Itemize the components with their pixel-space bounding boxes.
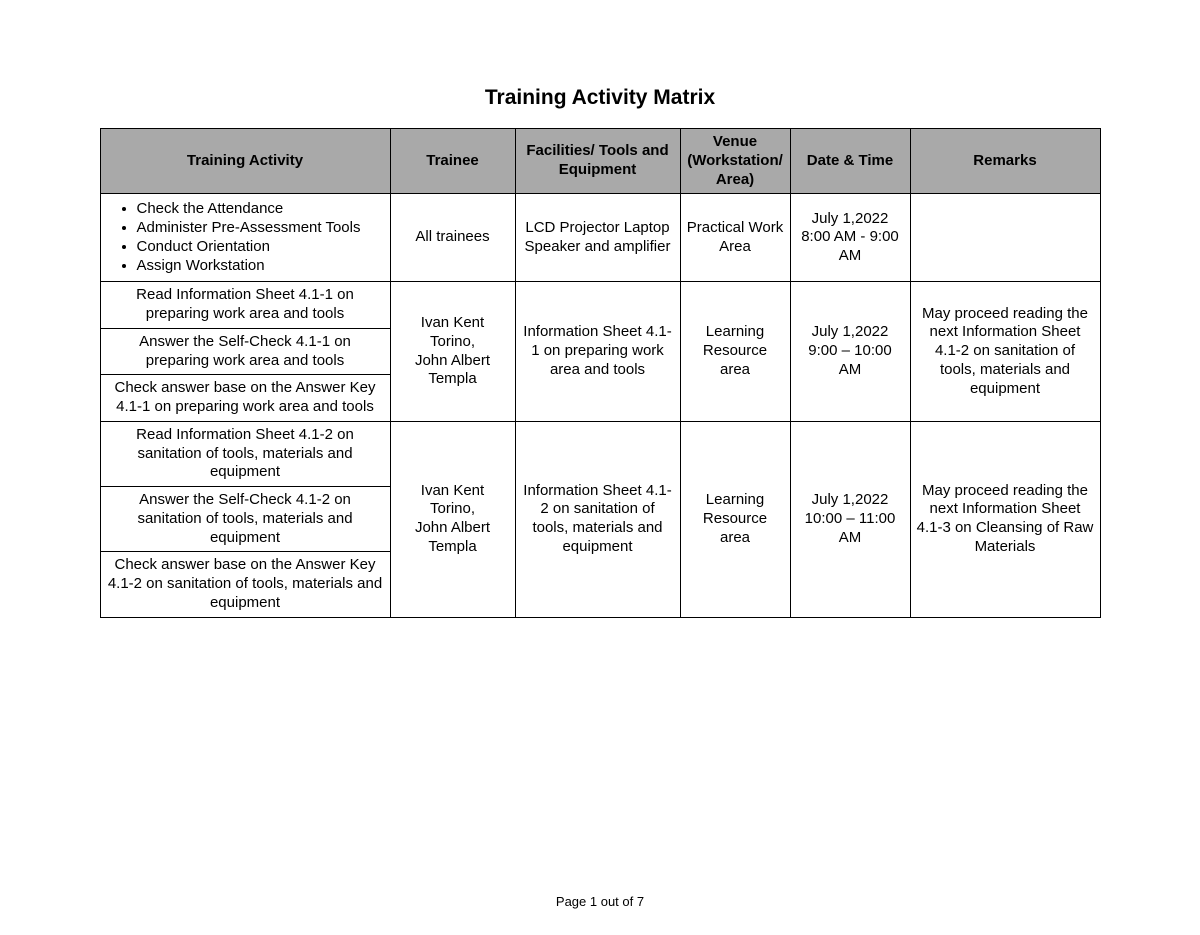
cell-venue: Practical Work Area [680, 194, 790, 282]
activity-bullet: Administer Pre-Assessment Tools [137, 219, 384, 238]
cell-activity: Answer the Self-Check 4.1-1 on preparing… [100, 328, 390, 375]
cell-facilities: Information Sheet 4.1-1 on preparing wor… [515, 282, 680, 422]
col-header-remarks: Remarks [910, 129, 1100, 194]
activity-bullet: Assign Workstation [137, 257, 384, 276]
cell-datetime: July 1,2022 8:00 AM - 9:00 AM [790, 194, 910, 282]
cell-activity: Read Information Sheet 4.1-2 on sanitati… [100, 421, 390, 486]
training-activity-matrix-table: Training Activity Trainee Facilities/ To… [100, 128, 1101, 618]
col-header-facilities: Facilities/ Tools and Equipment [515, 129, 680, 194]
cell-remarks [910, 194, 1100, 282]
cell-venue: Learning Resource area [680, 282, 790, 422]
cell-venue: Learning Resource area [680, 421, 790, 617]
cell-trainee: Ivan Kent Torino, John Albert Templa [390, 421, 515, 617]
activity-bullet: Check the Attendance [137, 200, 384, 219]
cell-remarks: May proceed reading the next Information… [910, 282, 1100, 422]
page-title: Training Activity Matrix [0, 86, 1200, 110]
activity-bullet-list: Check the Attendance Administer Pre-Asse… [137, 200, 384, 275]
cell-trainee: Ivan Kent Torino, John Albert Templa [390, 282, 515, 422]
col-header-venue: Venue (Workstation/ Area) [680, 129, 790, 194]
cell-activity: Check answer base on the Answer Key 4.1-… [100, 375, 390, 422]
col-header-trainee: Trainee [390, 129, 515, 194]
cell-activity: Check answer base on the Answer Key 4.1-… [100, 552, 390, 617]
table-header-row: Training Activity Trainee Facilities/ To… [100, 129, 1100, 194]
col-header-activity: Training Activity [100, 129, 390, 194]
table-row: Read Information Sheet 4.1-1 on preparin… [100, 282, 1100, 329]
cell-datetime: July 1,2022 10:00 – 11:00 AM [790, 421, 910, 617]
cell-datetime: July 1,2022 9:00 – 10:00 AM [790, 282, 910, 422]
col-header-datetime: Date & Time [790, 129, 910, 194]
table-row: Check the Attendance Administer Pre-Asse… [100, 194, 1100, 282]
cell-remarks: May proceed reading the next Information… [910, 421, 1100, 617]
page-footer: Page 1 out of 7 [0, 894, 1200, 909]
table-row: Read Information Sheet 4.1-2 on sanitati… [100, 421, 1100, 486]
cell-activity: Read Information Sheet 4.1-1 on preparin… [100, 282, 390, 329]
cell-activity: Answer the Self-Check 4.1-2 on sanitatio… [100, 487, 390, 552]
cell-activity: Check the Attendance Administer Pre-Asse… [100, 194, 390, 282]
cell-trainee: All trainees [390, 194, 515, 282]
cell-facilities: Information Sheet 4.1-2 on sanitation of… [515, 421, 680, 617]
activity-bullet: Conduct Orientation [137, 238, 384, 257]
cell-facilities: LCD Projector Laptop Speaker and amplifi… [515, 194, 680, 282]
